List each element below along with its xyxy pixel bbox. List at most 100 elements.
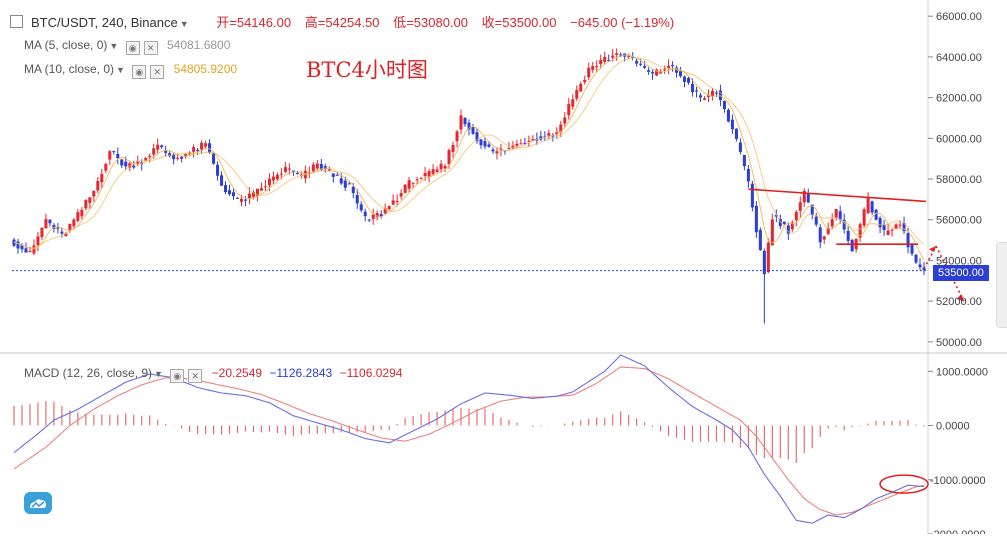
chevron-down-icon[interactable]: ▼ — [109, 41, 119, 51]
candle-body — [283, 167, 287, 172]
candle-body — [519, 143, 523, 145]
candle-body — [120, 159, 124, 166]
ma10-label: MA (10, close, 0) — [24, 62, 115, 76]
candle-body — [523, 142, 527, 144]
candle-body — [128, 163, 132, 168]
candle-body — [267, 178, 271, 186]
close-icon[interactable]: ✕ — [188, 369, 203, 383]
candle-body — [124, 161, 128, 167]
eye-icon[interactable]: ◉ — [132, 65, 147, 79]
menu-icon[interactable] — [10, 15, 23, 28]
candle-body — [239, 198, 244, 202]
candle-body — [255, 188, 259, 196]
candle-body — [172, 154, 176, 160]
symbol-title: BTC/USDT, 240, Binance — [31, 15, 178, 30]
candle-body — [287, 168, 291, 170]
ma10-legend[interactable]: MA (10, close, 0) ▼ ◉ ✕ 54805.9200 — [24, 62, 237, 79]
candle-body — [603, 56, 607, 62]
candle-body — [291, 170, 295, 173]
candle-body — [690, 83, 695, 93]
candle-body — [750, 183, 754, 208]
ma5-legend[interactable]: MA (5, close, 0) ▼ ◉ ✕ 54081.6800 — [24, 38, 230, 55]
candle-body — [235, 197, 240, 199]
candle-body — [451, 144, 455, 152]
candle-body — [355, 195, 359, 204]
chevron-down-icon[interactable]: ▼ — [179, 19, 189, 29]
candle-body — [463, 117, 467, 125]
candle-body — [231, 192, 236, 197]
candle-body — [96, 181, 100, 191]
candle-body — [770, 219, 774, 246]
macd-label: MACD (12, 26, close, 9) — [24, 366, 153, 380]
macd-signal-line — [13, 366, 925, 516]
candle-body — [683, 76, 687, 82]
chevron-down-icon[interactable]: ▼ — [116, 65, 125, 75]
candle-body — [842, 219, 846, 230]
candle-body — [435, 169, 439, 173]
candle-body — [591, 66, 595, 70]
candle-body — [383, 208, 387, 214]
candle-body — [718, 90, 722, 101]
price-axis-label: 58000.00 — [936, 174, 982, 186]
candle-body — [459, 115, 463, 130]
candle-body — [846, 230, 850, 241]
candle-body — [48, 219, 52, 224]
candle-body — [786, 225, 790, 234]
candle-body — [144, 157, 148, 161]
candle-body — [180, 156, 184, 159]
candle-body — [663, 69, 667, 71]
eye-icon[interactable]: ◉ — [125, 41, 140, 55]
price-layer — [12, 48, 926, 324]
candle-body — [639, 63, 643, 65]
scroll-handle[interactable] — [996, 242, 1007, 328]
close-icon[interactable]: ✕ — [143, 41, 158, 55]
candle-body — [615, 53, 619, 55]
candle-body — [176, 157, 180, 159]
candle-body — [714, 92, 718, 94]
ma5-value: 54081.6800 — [166, 38, 231, 52]
candle-body — [838, 211, 842, 220]
candle-body — [411, 182, 415, 184]
macd-signal-value: −1106.0294 — [339, 366, 403, 380]
ma10-value: 54805.9200 — [173, 62, 238, 76]
candle-body — [60, 231, 64, 234]
macd-legend[interactable]: MACD (12, 26, close, 9) ▼ ◉ ✕ −20.2549 −11… — [24, 366, 402, 383]
candle-body — [882, 224, 886, 231]
candle-body — [259, 188, 263, 191]
ohlc-open: 开=54146.00 — [216, 15, 292, 30]
candle-body — [76, 212, 80, 221]
symbol-legend[interactable]: BTC/USDT, 240, Binance ▼ 开=54146.00 高=542… — [10, 12, 674, 31]
candle-body — [391, 200, 395, 205]
candle-body — [20, 245, 24, 250]
candle-body — [531, 139, 535, 141]
price-axis-label: 54000.00 — [936, 255, 982, 267]
candle-body — [563, 117, 567, 124]
candle-body — [160, 145, 164, 148]
candle-body — [567, 104, 571, 116]
candle-body — [216, 164, 220, 176]
candle-body — [595, 66, 599, 68]
candle-body — [782, 221, 786, 224]
eye-icon[interactable]: ◉ — [170, 369, 185, 383]
candle-body — [579, 83, 583, 92]
candle-body — [555, 132, 559, 135]
candle-body — [571, 99, 575, 107]
candle-body — [575, 90, 579, 99]
candle-body — [208, 143, 212, 153]
candle-body — [351, 186, 355, 193]
candle-body — [88, 197, 92, 203]
annotation-title: BTC4小时图 — [306, 58, 428, 82]
candle-body — [818, 227, 822, 243]
macd-highlight-ellipse — [879, 474, 929, 494]
candle-body — [375, 212, 379, 218]
candle-body — [710, 90, 714, 97]
candle-body — [204, 143, 208, 147]
candle-body — [24, 248, 28, 253]
candle-body — [44, 219, 48, 229]
chevron-down-icon[interactable]: ▼ — [154, 369, 163, 379]
candle-body — [619, 54, 623, 56]
candle-body — [80, 209, 84, 217]
close-icon[interactable]: ✕ — [150, 65, 165, 79]
candle-body — [806, 193, 810, 203]
candle-body — [116, 153, 120, 159]
